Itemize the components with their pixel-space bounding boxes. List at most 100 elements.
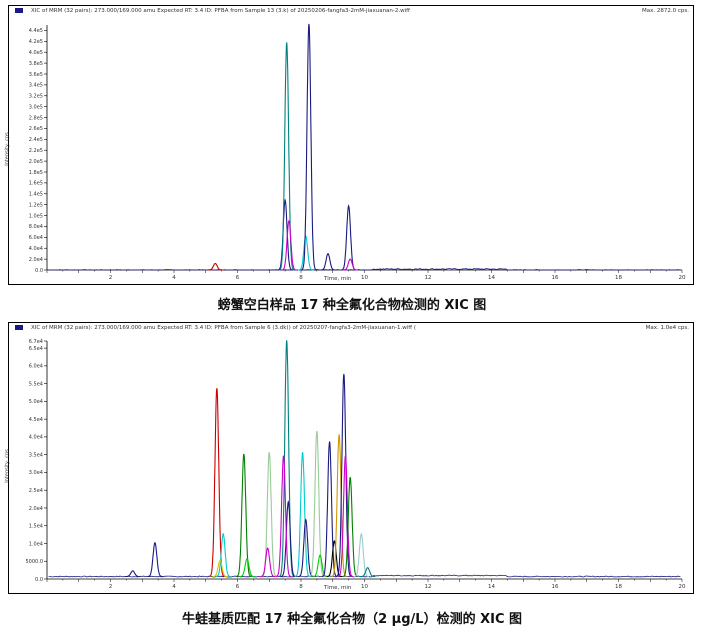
y-tick-label: 1.0e4 [29,541,43,547]
x-tick-label: 12 [425,275,432,281]
chart-panel-2: XIC of MRM (32 pairs): 273.000/169.000 a… [5,322,694,594]
y-tick-label: 2.0e4 [29,506,43,512]
chromatogram-peak [279,340,295,577]
x-tick-label: 18 [615,584,622,590]
x-tick-label: 16 [552,584,559,590]
y-tick-label: 3.0e5 [29,104,43,110]
chromatogram-peak [277,198,293,271]
y-tick-label: 4.2e5 [29,39,43,45]
y-tick-label: 2.8e5 [29,115,43,121]
x-tick-label: 4 [172,275,176,281]
y-tick-label: 1.6e5 [29,181,43,187]
chromatogram-peak [294,452,311,578]
y-tick-label: 2.4e5 [29,137,43,143]
y-tick-label: 1.8e5 [29,170,43,176]
chromatogram-peak [336,373,352,577]
chromatogram-peak [279,42,295,271]
chart-panel-1: XIC of MRM (32 pairs): 273.000/169.000 a… [5,5,694,285]
chromatogram-plot-1: 0.0 2.0e4 4.0e4 6.0e4 8.0e4 1.0e5 1.2e5 1.4e5 1.… [29,23,686,281]
y-tick-label: 1.4e5 [29,192,43,198]
x-tick-label: 20 [679,584,686,590]
y-tick-label: 4.5e4 [29,417,43,423]
y-tick-label: 1.0e5 [29,213,43,219]
chromatogram-peak [236,453,252,578]
x-tick-label: 10 [361,275,368,281]
y-tick-label: 2.0e5 [29,159,43,165]
chromatogram-peak [125,570,141,578]
series-color-swatch [15,325,23,330]
chromatogram-peak [212,559,228,578]
x-axis-label: Time, min [324,276,352,282]
y-tick-label: 6.0e4 [29,364,43,370]
chromatogram-peak [281,219,297,271]
y-tick-label: 2.5e4 [29,488,43,494]
chromatogram-peak [360,566,376,578]
y-tick-label: 6.0e4 [29,235,43,241]
x-tick-label: 18 [615,275,622,281]
y-tick-label: 4.0e4 [29,246,43,252]
y-tick-label: 3.4e5 [29,83,43,89]
x-tick-label: 12 [425,584,432,590]
chromatogram-peak [298,235,314,271]
y-tick-label: 8.0e4 [29,224,43,230]
y-tick-label: 2.0e4 [29,257,43,263]
chromatogram-peak [312,554,328,578]
chromatogram-peak [209,388,225,578]
y-tick-label: 0.0 [35,577,43,583]
chromatogram-plot-2: 0.0 5000.0 1.0e4 1.5e4 2.0e4 2.5e4 3.0e4 3.5e4 4… [26,339,686,590]
chart-header-2: XIC of MRM (32 pairs): 273.000/169.000 a… [9,323,693,333]
y-tick-label: 1.5e4 [29,524,43,530]
series-color-swatch [15,8,23,13]
y-tick-label: 3.2e5 [29,94,43,100]
x-tick-label: 6 [236,584,240,590]
x-tick-label: 10 [361,584,368,590]
chromatogram-peak [337,455,354,578]
chromatogram-peak [147,541,163,578]
chromatogram-peak [353,532,369,578]
chromatogram-peak [301,23,317,271]
chromatogram-peak [309,430,325,578]
y-tick-label: 1.2e5 [29,202,43,208]
chromatogram-peak [275,455,292,578]
x-tick-label: 14 [488,275,495,281]
chromatogram-peak [320,253,336,271]
chromatogram-peak [215,532,231,578]
y-tick-label: 6.5e4 [29,346,43,352]
y-tick-label: 3.5e4 [29,452,43,458]
x-tick-label: 8 [299,275,303,281]
y-tick-label: 5.5e4 [29,381,43,387]
x-tick-label: 2 [109,584,113,590]
max-intensity-label: Max. 2872.0 cps. [642,8,689,14]
y-tick-label: 3.0e4 [29,470,43,476]
x-tick-label: 6 [236,275,240,281]
y-tick-label: 0.0 [35,268,43,274]
chart-header-text: XIC of MRM (32 pairs): 273.000/169.000 a… [31,8,410,14]
chromatogram-peak [341,204,357,271]
y-tick-label: 5.0e4 [29,399,43,405]
y-tick-label: 5000.0 [26,559,44,565]
chart-header-1: XIC of MRM (32 pairs): 273.000/169.000 a… [9,6,693,16]
y-tick-label: 2.2e5 [29,148,43,154]
chart-header-text: XIC of MRM (32 pairs): 273.000/169.000 a… [31,325,416,331]
chromatogram-peak [342,476,358,578]
figure-caption-1: 螃蟹空白样品 17 种全氟化合物检测的 XIC 图 [217,298,487,313]
y-tick-label: 3.6e5 [29,72,43,78]
y-tick-label: 4.4e5 [29,28,43,34]
y-tick-label: 4.0e4 [29,435,43,441]
y-tick-label: 3.8e5 [29,61,43,67]
y-tick-label: 4.0e5 [29,50,43,56]
x-tick-label: 8 [299,584,303,590]
x-tick-label: 16 [552,275,559,281]
y-tick-label: 2.6e5 [29,126,43,132]
chromatogram-peak [321,441,338,578]
chromatogram-peak [260,547,276,578]
x-tick-label: 4 [172,584,176,590]
x-tick-label: 20 [679,275,686,281]
x-tick-label: 14 [488,584,495,590]
x-axis-label: Time, min [324,585,352,591]
chromatogram-peak [342,258,358,271]
chromatogram-peak [280,499,296,578]
baseline-trace [48,574,681,578]
x-tick-label: 2 [109,275,113,281]
chromatogram-peak [331,434,347,578]
